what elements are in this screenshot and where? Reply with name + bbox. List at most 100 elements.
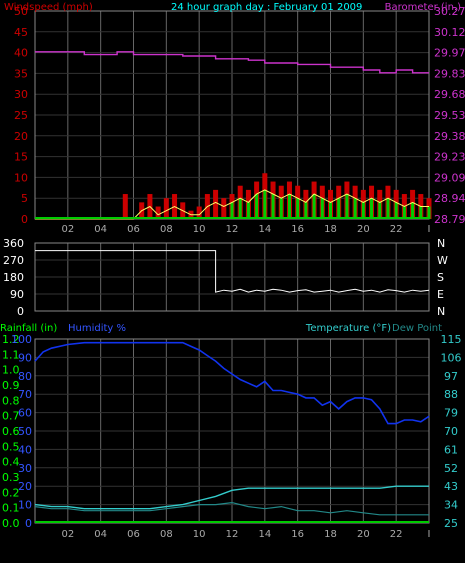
temperature-tick-label: 43 [444, 480, 458, 493]
rainfall-axis: 0.0 0.1 0.2 0.3 0.4 0.5 0.6 0.7 0.8 0.9 1.0 1.1 1.2 [2, 333, 20, 530]
wind-avg-bar [255, 194, 259, 219]
humidity-tick-label: 90 [18, 351, 32, 364]
temperature-hour-tick-label: 22 [390, 529, 403, 540]
wind-avg-bar [345, 194, 349, 219]
rainfall-axis-label: Rainfall (in) [0, 323, 57, 334]
wind-avg-bar [312, 194, 316, 219]
windspeed-tick-label: 30 [14, 88, 28, 101]
wind-avg-bar [411, 202, 415, 219]
barometer-tick-label: 29.97 [434, 47, 465, 60]
wind-avg-bar [296, 198, 300, 219]
temperature-tick-label: 25 [444, 517, 458, 530]
wind-hour-tick-label: 18 [324, 224, 337, 235]
degrees-tick-label: 270 [3, 254, 24, 267]
temperature-tick-label: 34 [444, 499, 458, 512]
temperature-humidity-grid [35, 339, 430, 523]
barometer-tick-label: 30.27 [434, 5, 465, 18]
wind-avg-bar [238, 198, 242, 219]
wind-direction-line [35, 250, 430, 293]
temperature-tick-label: 70 [444, 425, 458, 438]
humidity-tick-label: 50 [18, 425, 32, 438]
temperature-hour-axis: 02 04 06 08 10 12 14 16 18 20 22 I [61, 529, 430, 540]
windspeed-tick-label: 0 [21, 213, 28, 226]
wind-gust-bar [196, 206, 202, 219]
wind-hour-tick-label: 02 [61, 224, 74, 235]
wind-gust-bar [213, 189, 219, 219]
humidity-tick-label: 0 [25, 517, 32, 530]
barometer-tick-label: 30.12 [434, 26, 465, 39]
wind-hour-tick-label: 14 [258, 224, 271, 235]
compass-tick-label: N [437, 237, 445, 250]
humidity-tick-label: 10 [18, 499, 32, 512]
windspeed-line [35, 189, 429, 220]
compass-tick-label: W [437, 254, 448, 267]
wind-gust-bar [155, 206, 161, 219]
wind-avg-bar [402, 206, 406, 219]
windspeed-tick-label: 25 [14, 109, 28, 122]
wind-direction-frame [34, 242, 430, 312]
windspeed-axis: 0 5 10 15 20 25 30 35 40 45 50 [14, 5, 28, 226]
temperature-line [34, 485, 429, 510]
temperature-humidity-panel: 0.00.10.20.30.40.50.60.70.80.91.01.11.2 … [0, 323, 462, 540]
degrees-tick-label: 90 [10, 288, 24, 301]
rainfall-tick-label: 0.6 [2, 425, 20, 438]
wind-avg-bar [337, 198, 341, 219]
compass-tick-label: E [437, 288, 444, 301]
wind-hour-tick-label: 22 [390, 224, 403, 235]
barometer-tick-label: 29.68 [434, 88, 465, 101]
windspeed-tick-label: 50 [14, 5, 28, 18]
temperature-tick-label: 115 [441, 333, 462, 346]
temperature-hour-tick-label: 04 [94, 529, 107, 540]
wind-hour-tick-label: I [428, 224, 431, 235]
rainfall-tick-label: 1.0 [2, 364, 20, 377]
temperature-hour-tick-label: 06 [127, 529, 140, 540]
wind-avg-bar [304, 202, 308, 219]
wind-avg-bar [378, 202, 382, 219]
temperature-hour-tick-label: 20 [357, 529, 370, 540]
wind-avg-bar [287, 194, 291, 219]
degrees-tick-label: 0 [17, 305, 24, 318]
barometer-axis: 28.79 28.94 29.09 29.23 29.38 29.53 29.68 29.83… [434, 5, 465, 226]
wind-avg-bar [370, 198, 374, 219]
windspeed-axis-label: Windspeed (mph) [4, 2, 93, 13]
temperature-tick-label: 52 [444, 462, 458, 475]
wind-hour-tick-label: 16 [291, 224, 304, 235]
wind-avg-bar [246, 202, 250, 219]
windspeed-tick-label: 40 [14, 47, 28, 60]
temperature-hour-tick-label: 14 [258, 529, 271, 540]
degrees-tick-label: 180 [3, 271, 24, 284]
windspeed-tick-label: 15 [14, 151, 28, 164]
wind-barometer-panel: 0 5 10 15 20 25 30 35 40 45 50 28.79 28.94 29.09 29.2… [4, 2, 465, 235]
barometer-tick-label: 29.09 [434, 171, 465, 184]
wind-gust-bar [163, 198, 169, 219]
wind-avg-bar [271, 194, 275, 219]
temperature-tick-label: 61 [444, 443, 458, 456]
barometer-line [35, 51, 429, 74]
rainfall-tick-label: 0.2 [2, 486, 20, 499]
barometer-tick-label: 29.83 [434, 67, 465, 80]
rainfall-tick-label: 0.5 [2, 440, 20, 453]
rainfall-tick-label: 0.0 [2, 517, 20, 530]
rainfall-tick-label: 1.1 [2, 348, 20, 361]
temperature-tick-label: 79 [444, 407, 458, 420]
temperature-tick-label: 97 [444, 370, 458, 383]
wind-avg-bar [279, 198, 283, 219]
barometer-axis-label: Barometer (in.) [385, 2, 461, 13]
humidity-tick-label: 70 [18, 388, 32, 401]
wind-avg-bar [427, 206, 431, 219]
temperature-hour-tick-label: 10 [193, 529, 206, 540]
humidity-tick-label: 60 [18, 407, 32, 420]
humidity-line [34, 341, 430, 425]
compass-tick-label: N [437, 305, 445, 318]
temperature-axis-label: Temperature (°F) [305, 323, 391, 334]
windspeed-tick-label: 10 [14, 171, 28, 184]
wind-avg-bar [230, 202, 234, 219]
temperature-hour-tick-label: 12 [226, 529, 239, 540]
windspeed-tick-label: 35 [14, 67, 28, 80]
rainfall-tick-label: 0.4 [2, 456, 20, 469]
temperature-hour-tick-label: 18 [324, 529, 337, 540]
windspeed-tick-label: 5 [21, 192, 28, 205]
windspeed-tick-label: 45 [14, 26, 28, 39]
barometer-tick-label: 29.23 [434, 151, 465, 164]
